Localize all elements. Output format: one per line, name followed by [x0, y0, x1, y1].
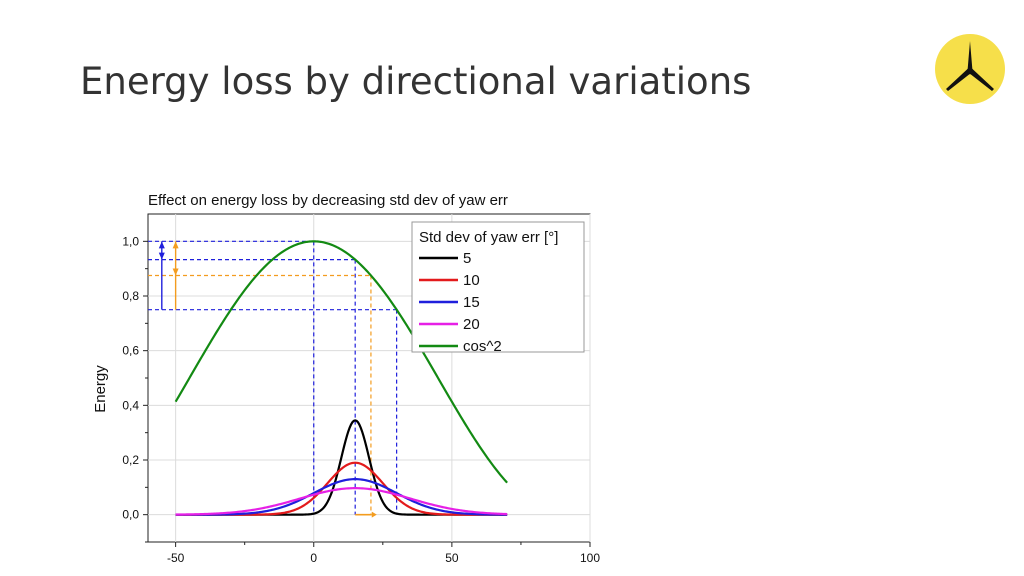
x-tick-label: 0 — [310, 551, 317, 565]
annotations — [148, 240, 398, 518]
legend: Std dev of yaw err [°] 5 10 15 20 cos^2 — [411, 221, 585, 355]
legend-label: cos^2 — [463, 338, 502, 355]
blue-arrow-head — [158, 252, 165, 260]
legend-title: Std dev of yaw err [°] — [419, 229, 558, 246]
orange-arrow-head — [172, 268, 179, 276]
orange-shift-arrow-head — [371, 511, 377, 518]
x-tick-label: -50 — [167, 551, 185, 565]
y-tick-label: 0,4 — [122, 398, 139, 412]
logo — [935, 34, 1005, 104]
legend-label: 5 — [463, 250, 471, 267]
page-title: Energy loss by directional variations — [80, 60, 752, 103]
y-tick-label: 0,6 — [122, 344, 139, 358]
y-tick-label: 0,8 — [122, 289, 139, 303]
legend-label: 10 — [463, 272, 480, 289]
y-tick-label: 0,2 — [122, 453, 139, 467]
turbine-star-icon — [946, 41, 994, 91]
blue-arrow-head — [158, 241, 165, 249]
legend-label: 20 — [463, 316, 480, 333]
series-line-cos2 — [174, 240, 508, 484]
legend-label: 15 — [463, 294, 480, 311]
chart: Effect on energy loss by decreasing std … — [80, 185, 620, 576]
series-line-15 — [175, 478, 508, 516]
y-tick-label: 1,0 — [122, 234, 139, 248]
legend-box — [411, 221, 585, 353]
series-layer — [174, 240, 508, 516]
y-axis-label: Energy — [92, 365, 109, 413]
x-tick-label: 50 — [445, 551, 459, 565]
legend-items: 5 10 15 20 cos^2 — [419, 250, 502, 355]
x-tick-label: 100 — [580, 551, 600, 565]
chart-title: Effect on energy loss by decreasing std … — [148, 192, 508, 209]
y-tick-label: 0,0 — [122, 508, 139, 522]
ticks: -50 0 50 100 0,0 0,2 0,4 0,6 0,8 1,0 — [122, 234, 600, 565]
series-line-20 — [175, 487, 508, 516]
orange-arrow-head — [172, 241, 179, 249]
